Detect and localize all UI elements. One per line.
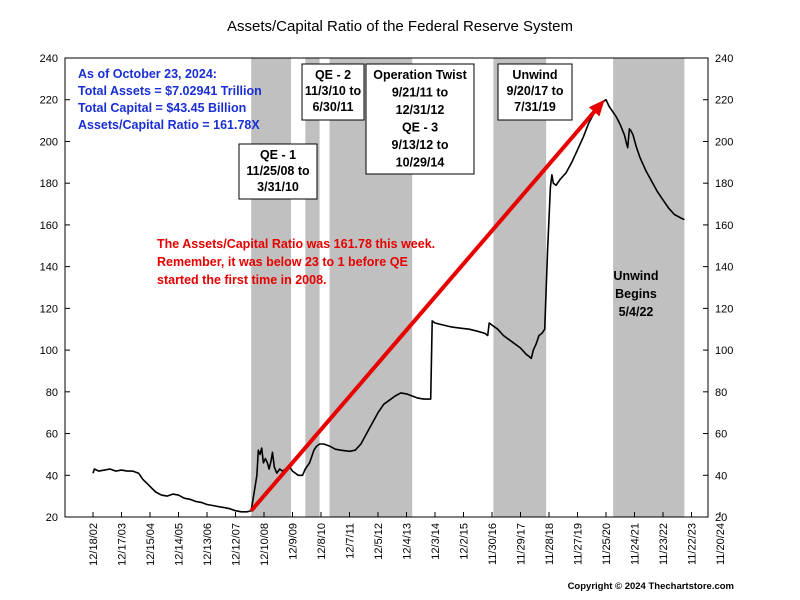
x-tick-label: 11/27/19	[573, 523, 585, 565]
annotation-note-line: started the first time in 2008.	[157, 273, 327, 287]
trend-arrow-head	[588, 99, 605, 117]
y-tick-label: 180	[715, 178, 733, 190]
x-tick-label: 11/30/16	[487, 523, 499, 565]
annotation-info-line: As of October 23, 2024:	[78, 67, 217, 81]
y-tick-label: 220	[40, 95, 58, 107]
annotation-box-twist	[365, 63, 475, 175]
copyright-text: Copyright © 2024 Thechartstore.com	[567, 581, 734, 592]
y-tick-label: 220	[715, 95, 733, 107]
x-tick-label: 12/17/03	[117, 523, 129, 566]
annotation-info-line: Total Capital = $43.45 Billion	[78, 101, 246, 115]
annotations: As of October 23, 2024: Total Assets = $7…	[78, 63, 659, 319]
annotation-note-line: Remember, it was below 23 to 1 before QE	[157, 255, 408, 269]
x-tick-label: 12/15/04	[145, 523, 157, 566]
annotation-unwind1-line: 9/20/17 to	[507, 84, 564, 98]
y-tick-label: 20	[46, 512, 58, 524]
x-tick-label: 12/18/02	[88, 523, 100, 566]
chart-title: Assets/Capital Ratio of the Federal Rese…	[227, 18, 573, 35]
plot-frame	[64, 57, 709, 518]
y-axis-right: 20 40 60 80 100 120 140 160 180 200 220 240	[703, 53, 733, 524]
x-tick-label: 12/10/08	[259, 523, 271, 566]
x-tick-label: 12/7/11	[345, 523, 357, 559]
annotation-unwind2-line: Begins	[615, 287, 657, 301]
shaded-period	[493, 58, 547, 517]
annotation-info-line: Assets/Capital Ratio = 161.78X	[78, 118, 260, 132]
y-tick-label: 80	[46, 387, 58, 399]
x-tick-label: 11/22/23	[687, 523, 699, 565]
y-tick-label: 100	[715, 345, 733, 357]
x-tick-label: 12/12/07	[231, 523, 243, 566]
annotation-qe1-line: 3/31/10	[257, 180, 299, 194]
annotation-box-unwind1	[497, 63, 573, 121]
annotation-qe1-line: QE - 1	[260, 148, 296, 162]
x-tick-label: 11/23/22	[658, 523, 670, 565]
x-tick-label: 12/13/06	[202, 523, 214, 566]
x-tick-label: 12/9/09	[288, 523, 300, 560]
annotation-twist-line: 9/21/11 to	[392, 86, 449, 100]
x-axis: 12/18/02 12/17/03 12/15/04 12/14/05 12/13/06…	[88, 512, 727, 566]
y-tick-label: 160	[40, 220, 58, 232]
annotation-twist-line: 12/31/12	[396, 103, 445, 117]
y-tick-label: 100	[40, 345, 58, 357]
y-tick-label: 60	[46, 429, 58, 441]
trend-arrow-shaft	[249, 110, 596, 513]
y-tick-label: 200	[715, 136, 733, 148]
annotation-unwind1-line: 7/31/19	[514, 100, 556, 114]
annotation-qe2-line: 11/3/10 to	[305, 84, 362, 98]
y-tick-label: 120	[715, 303, 733, 315]
x-tick-label: 12/5/12	[373, 523, 385, 560]
trend-arrow	[249, 99, 605, 513]
y-axis-left: 20 40 60 80 100 120 140 160 180 200 220 240	[40, 53, 70, 524]
y-tick-label: 240	[40, 53, 58, 65]
y-tick-label: 200	[40, 136, 58, 148]
annotation-box-qe2	[301, 63, 365, 121]
x-tick-label: 12/3/14	[430, 523, 442, 560]
annotation-twist-line: 10/29/14	[396, 156, 445, 170]
y-tick-label: 20	[715, 512, 727, 524]
shaded-period	[251, 58, 292, 517]
y-tick-label: 160	[715, 220, 733, 232]
y-tick-label: 40	[715, 470, 727, 482]
x-tick-label: 12/2/15	[459, 523, 471, 560]
annotation-info-line: Total Assets = $7.02941 Trillion	[78, 84, 262, 98]
annotation-twist-line: Operation Twist	[373, 68, 467, 82]
annotation-note-line: The Assets/Capital Ratio was 161.78 this…	[157, 237, 435, 251]
x-tick-label: 11/20/24	[715, 523, 727, 565]
y-tick-label: 140	[40, 262, 58, 274]
y-tick-label: 80	[715, 387, 727, 399]
y-tick-label: 180	[40, 178, 58, 190]
annotation-qe2-line: QE - 2	[315, 68, 351, 82]
x-tick-label: 11/25/20	[601, 523, 613, 565]
annotation-qe1-line: 11/25/08 to	[246, 164, 310, 178]
annotation-twist-line: 9/13/12 to	[392, 138, 449, 152]
annotation-box-qe1	[238, 143, 318, 200]
x-tick-label: 12/8/10	[316, 523, 328, 560]
x-tick-label: 11/28/18	[544, 523, 556, 565]
y-tick-label: 120	[40, 303, 58, 315]
y-tick-label: 40	[46, 470, 58, 482]
annotation-unwind1-line: Unwind	[512, 68, 557, 82]
annotation-unwind2-line: Unwind	[613, 269, 658, 283]
annotation-unwind2-line: 5/4/22	[619, 305, 654, 319]
annotation-twist-line: QE - 3	[402, 121, 438, 135]
y-tick-label: 140	[715, 262, 733, 274]
annotation-qe2-line: 6/30/11	[312, 100, 353, 114]
y-tick-label: 240	[715, 53, 733, 65]
x-tick-label: 12/14/05	[174, 523, 186, 566]
x-tick-label: 12/4/13	[402, 523, 414, 560]
y-tick-label: 60	[715, 429, 727, 441]
x-tick-label: 11/29/17	[516, 523, 528, 565]
x-tick-label: 11/24/21	[630, 523, 642, 565]
